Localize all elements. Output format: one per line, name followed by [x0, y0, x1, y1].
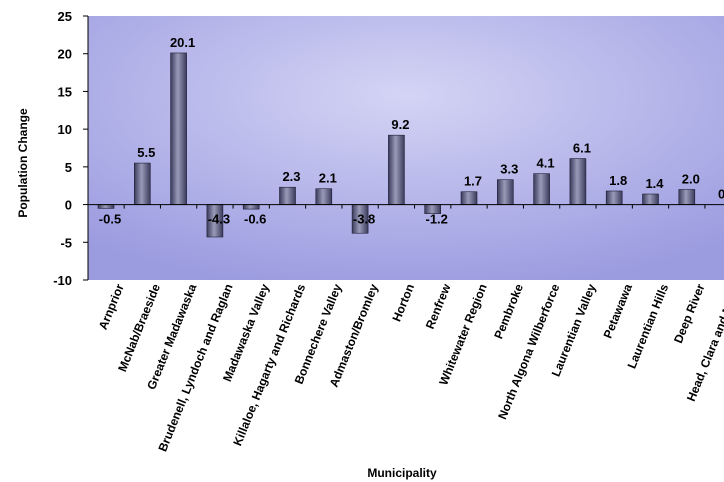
- bar: [279, 186, 296, 205]
- data-label: 20.1: [170, 35, 195, 50]
- data-label: -1.2: [425, 212, 447, 227]
- x-axis-title: Municipality: [367, 466, 437, 480]
- x-tick-label: Horton: [389, 282, 417, 324]
- bar: [460, 191, 478, 205]
- x-tick-label: Renfrew: [423, 281, 454, 331]
- bar: [642, 193, 659, 205]
- bar: [242, 204, 260, 210]
- x-tick-label: Petawawa: [601, 282, 636, 341]
- data-label: 2.3: [282, 169, 300, 184]
- data-label: -3.8: [353, 212, 375, 227]
- y-tick-label: 5: [65, 160, 72, 175]
- bars-group: [97, 52, 696, 238]
- x-tick-label: Arnprior: [96, 282, 127, 332]
- data-label: 1.4: [645, 176, 664, 191]
- y-tick-label: 10: [58, 122, 72, 137]
- x-tick-label: Killaloe, Hagarty and Richards: [230, 282, 308, 448]
- y-tick-label: 20: [58, 47, 72, 62]
- bar: [605, 190, 623, 205]
- data-label: 3.3: [500, 162, 518, 177]
- bar: [496, 179, 514, 205]
- plot-area: [88, 16, 724, 280]
- data-label: 9.2: [391, 117, 409, 132]
- bar: [134, 162, 151, 205]
- y-axis-title: Population Change: [16, 108, 30, 218]
- bar: [533, 173, 550, 205]
- bar: [315, 188, 333, 205]
- y-ticks-group: -10 -5 0 5 10 15 20 25: [53, 9, 88, 288]
- data-label: 2.1: [319, 171, 337, 186]
- bar: [569, 158, 587, 205]
- data-label: 1.7: [464, 174, 482, 189]
- data-label: 5.5: [137, 145, 155, 160]
- data-label: -0.5: [99, 212, 121, 227]
- data-label: 0.0: [718, 187, 724, 202]
- y-tick-label: 0: [65, 198, 72, 213]
- bar: [678, 189, 696, 205]
- y-tick-label: -10: [53, 273, 72, 288]
- data-label: -0.6: [244, 212, 266, 227]
- data-label: 4.1: [537, 156, 555, 171]
- data-label: 2.0: [682, 171, 700, 186]
- axes-group: [87, 16, 724, 280]
- data-label: 6.1: [573, 141, 591, 156]
- y-tick-label: 15: [58, 84, 72, 99]
- data-label: -4.3: [208, 212, 230, 227]
- data-labels-group: -0.5 5.5 20.1 -4.3 -0.6 2.3 2.1 -3.8 9.2 -1.2 1.7 3…: [99, 35, 724, 227]
- x-tick-label: Deep River: [671, 282, 708, 346]
- bar: [388, 134, 405, 205]
- y-tick-label: 25: [58, 9, 72, 24]
- y-tick-label: -5: [60, 235, 72, 250]
- data-label: 1.8: [609, 173, 627, 188]
- bar: [97, 204, 115, 209]
- bar: [170, 52, 187, 205]
- x-tick-label: Pembroke: [491, 282, 526, 341]
